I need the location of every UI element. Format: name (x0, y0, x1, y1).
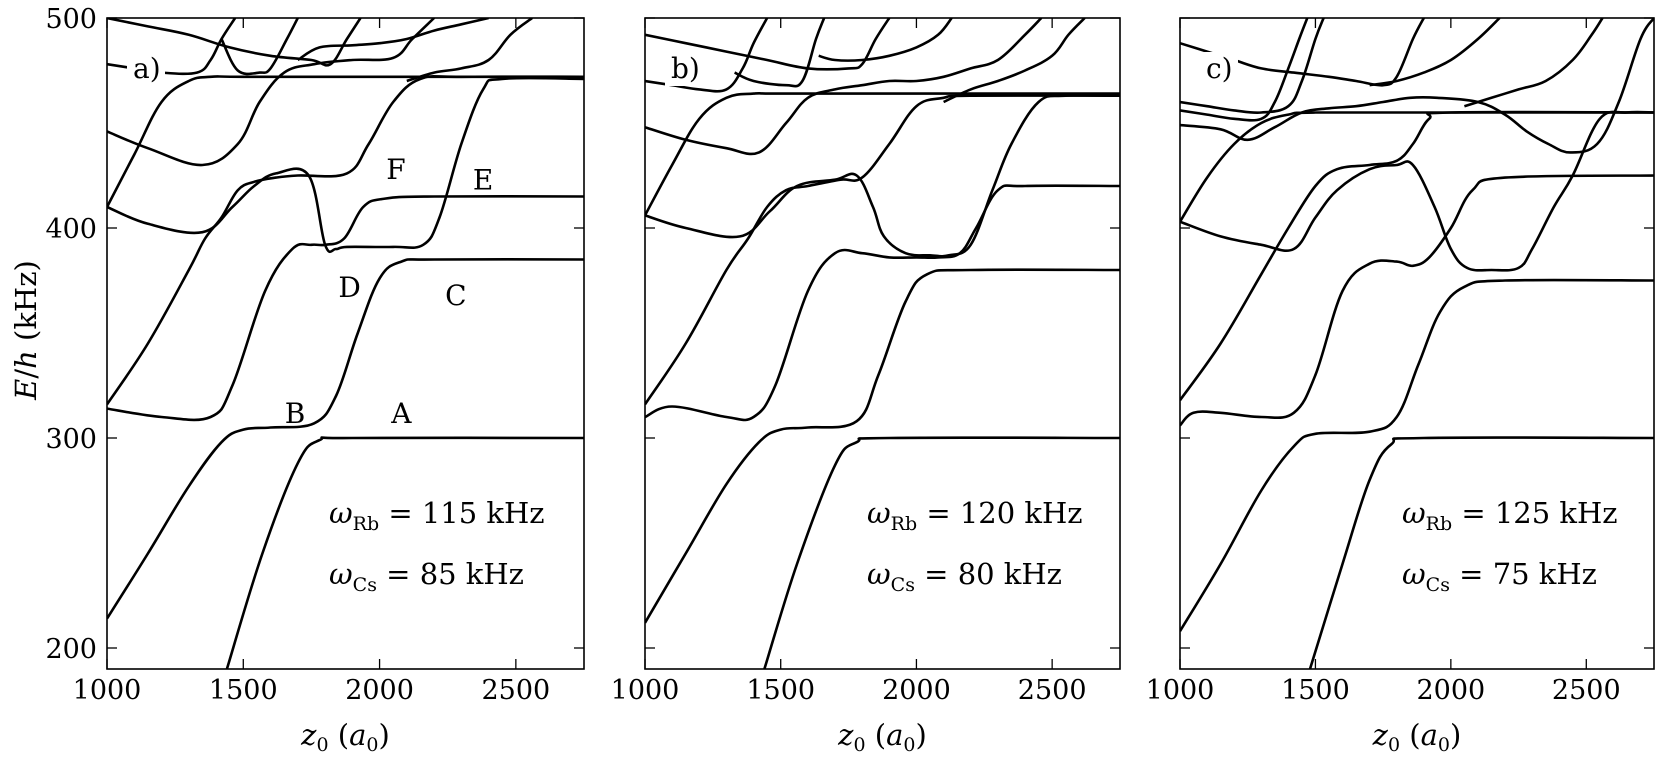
plot-frame (644, 17, 1121, 670)
x-tick-label: 2000 (345, 675, 414, 706)
svg-text:E/h (kHz): E/h (kHz) (9, 260, 43, 401)
omega-cs-annotation: ωCs = 85 kHz (329, 557, 524, 596)
x-tick-label: 2500 (1018, 675, 1087, 706)
energy-curve-s5 (107, 76, 584, 254)
energy-curve-s3 (1180, 174, 1654, 427)
energy-curve-s2 (645, 268, 1120, 624)
energy-curve-s11 (1369, 18, 1501, 87)
x-tick-label: 1000 (611, 675, 680, 706)
energy-curve-s9 (107, 18, 362, 67)
panel-label: b) (671, 52, 700, 85)
plot-frame (1179, 17, 1655, 670)
energy-curve-s4 (645, 94, 1120, 406)
energy-curve-s2 (1180, 278, 1654, 632)
energy-curve-s7 (107, 18, 436, 167)
energy-curve-s1 (1308, 436, 1654, 669)
x-tick-label: 1000 (1146, 675, 1215, 706)
omega-rb-annotation: ωRb = 115 kHz (329, 496, 545, 535)
energy-curve-s6 (1180, 111, 1654, 223)
panel-a: 1000 1500 2000 2500 200 300 400 500 z0 (a0) a) ωRb… (45, 4, 585, 756)
y-tick-label: 400 (45, 214, 97, 245)
crossing-label-D: D (338, 271, 360, 304)
y-tick-label: 300 (45, 424, 97, 455)
energy-curve-s6 (645, 91, 1120, 217)
x-tick-label: 2500 (481, 675, 550, 706)
y-tick-label: 500 (45, 4, 97, 35)
x-axis-label: z0 (a0) (300, 718, 390, 756)
energy-curve-s5 (1180, 110, 1654, 272)
y-axis-label-energy: E (9, 379, 43, 401)
y-axis-label: E/h (kHz) (9, 260, 43, 401)
x-tick-label: 1500 (209, 675, 278, 706)
panel-label-bg (127, 52, 165, 86)
panel-b: 1000 1500 2000 2500 z0 (a0) b) ωRb = 120 kHz ωC… (611, 17, 1121, 756)
y-axis-label-h: h (9, 350, 43, 369)
x-tick-label: 2000 (1416, 675, 1485, 706)
energy-curve-s12 (406, 18, 533, 83)
omega-cs-annotation: ωCs = 80 kHz (867, 557, 1062, 596)
energy-curve-s10 (734, 18, 826, 88)
energy-curve-s7 (1180, 18, 1654, 154)
energy-curve-s12 (943, 18, 1086, 104)
y-axis-label-unit: (kHz) (9, 260, 43, 341)
energy-curve-s8 (1180, 18, 1325, 114)
x-axis-label: z0 (a0) (837, 718, 927, 756)
x-tick-label: 1500 (746, 675, 815, 706)
energy-curve-s3 (107, 195, 584, 422)
crossing-label-E: E (473, 164, 493, 197)
x-tick-label: 2000 (882, 675, 951, 706)
omega-rb-annotation: ωRb = 120 kHz (867, 496, 1083, 535)
panel-c: 1000 1500 2000 2500 z0 (a0) c) ωRb = 125 kHz ωC… (1146, 17, 1655, 756)
energy-curve-s7 (645, 18, 1043, 156)
x-tick-label: 1500 (1281, 675, 1350, 706)
omega-rb-annotation: ωRb = 125 kHz (1402, 496, 1618, 535)
energy-curve-s6 (107, 75, 584, 208)
curves (107, 18, 584, 669)
energy-curve-s1 (763, 436, 1120, 669)
curves (645, 18, 1120, 669)
energy-curve-s4 (107, 75, 584, 406)
energy-curve-s10 (1180, 18, 1309, 122)
energy-curve-s10 (220, 18, 299, 76)
y-tick-label: 200 (45, 634, 97, 665)
energy-curve-s11 (297, 18, 489, 62)
energy-curve-s8 (107, 18, 237, 76)
crossing-label-A: A (390, 397, 412, 430)
omega-cs-annotation: ωCs = 75 kHz (1402, 557, 1597, 596)
crossing-label-B: B (285, 397, 306, 430)
energy-curve-s2 (107, 258, 584, 620)
energy-curve-s5 (645, 93, 1120, 258)
panel-label: a) (133, 52, 161, 85)
plot-frame (106, 17, 585, 670)
x-tick-label: 2500 (1552, 675, 1621, 706)
x-tick-label: 1000 (73, 675, 142, 706)
energy-curve-s1 (225, 436, 584, 669)
panel-label-bg (665, 52, 703, 86)
energy-curve-s11 (818, 18, 953, 62)
crossing-label-F: F (386, 153, 405, 186)
x-axis-label: z0 (a0) (1372, 718, 1462, 756)
energy-curve-s3 (645, 184, 1120, 422)
panel-label-bg (1200, 52, 1238, 86)
panel-label: c) (1206, 52, 1233, 85)
curves (1180, 18, 1654, 669)
energy-curve-s12 (1464, 18, 1604, 108)
crossing-label-C: C (445, 279, 466, 312)
